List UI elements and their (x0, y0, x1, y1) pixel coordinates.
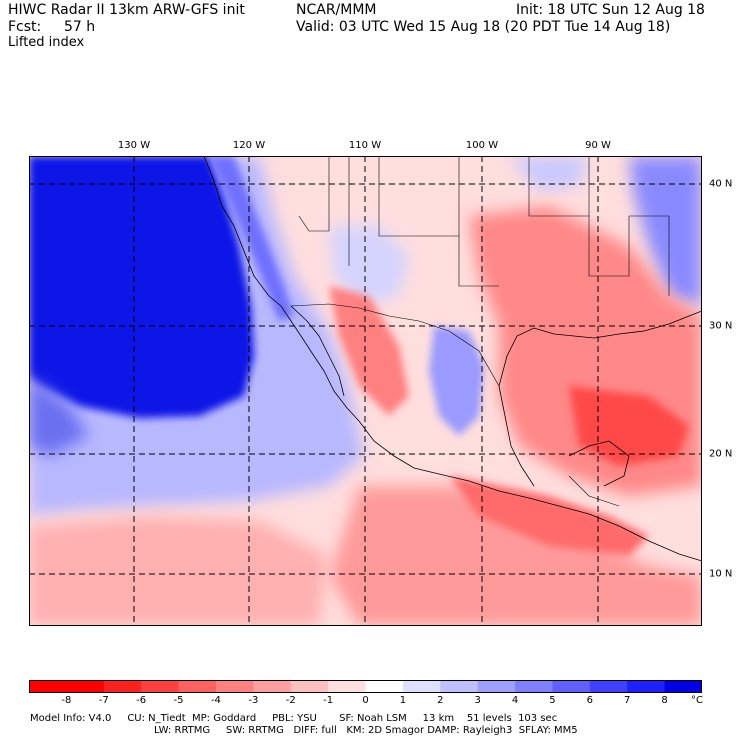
colorbar-tick-label: -4 (210, 695, 221, 706)
colorbar-cell (664, 680, 702, 693)
colorbar-cell (328, 680, 366, 693)
colorbar-tick-label: 7 (624, 695, 631, 706)
fcst-value: 57 h (64, 19, 96, 35)
lon-label-100w: 100 W (465, 140, 499, 151)
header-init: Init: 18 UTC Sun 12 Aug 18 (516, 2, 705, 18)
colorbar-tick-label: 6 (586, 695, 594, 706)
lon-label-90w: 90 W (585, 140, 611, 151)
lon-label-130w: 130 W (117, 140, 151, 151)
colorbar (29, 680, 702, 693)
colorbar-cell (29, 680, 67, 693)
lat-label-10n: 10 N (709, 568, 733, 580)
colorbar-tick-label: 0 (362, 695, 369, 706)
colorbar-tick-label: -7 (98, 695, 109, 706)
lat-label-40n: 40 N (709, 178, 733, 190)
coastlines (203, 156, 702, 562)
colorbar-tick-label: 1 (399, 695, 407, 706)
lat-label-20n: 20 N (709, 448, 733, 460)
colorbar-tick-label: 2 (437, 695, 444, 706)
footer-physics: LW: RRTMG SW: RRTMG DIFF: full KM: 2D Sm… (154, 725, 578, 736)
lat-label-30n: 30 N (709, 320, 733, 332)
colorbar-cell (589, 680, 628, 693)
colorbar-cell (141, 680, 180, 693)
fcst-label: Fcst: (8, 19, 42, 35)
lon-label-110w: 110 W (348, 140, 382, 151)
colorbar-tick-label: -3 (248, 695, 259, 706)
colorbar-cell (290, 680, 329, 693)
colorbar-cell (66, 680, 105, 693)
colorbar-tick-label: -5 (173, 695, 184, 706)
sierra-madre-warm (329, 286, 409, 416)
footer-model-info: Model Info: V4.0 CU: N_Tiedt MP: Goddard… (30, 713, 558, 724)
northeast-blue-region (629, 156, 702, 306)
colorbar-cell (215, 680, 254, 693)
colorbar-cell (365, 680, 404, 693)
colorbar-unit: °C (691, 695, 703, 706)
colorbar-tick-label: 4 (511, 695, 519, 706)
header-valid: Valid: 03 UTC Wed 15 Aug 18 (20 PDT Tue … (296, 19, 671, 35)
colorbar-tick-label: -8 (61, 695, 72, 706)
colorbar-cell (552, 680, 591, 693)
mexican-plateau-blue (429, 326, 484, 436)
header-title: HIWC Radar II 13km ARW-GFS init (8, 2, 245, 18)
coastal-blue-strip (209, 156, 294, 321)
colorbar-cell (402, 680, 441, 693)
borders (290, 156, 670, 507)
map-frame (29, 156, 702, 626)
field-name: Lifted index (8, 35, 85, 50)
colorbar-tick-label: 5 (549, 695, 556, 706)
header-org: NCAR/MMM (296, 2, 377, 18)
gulf-core-warm (569, 386, 689, 466)
lifted-index-map (29, 156, 702, 626)
colorbar-tick-label: -1 (323, 695, 334, 706)
colorbar-cell (103, 680, 142, 693)
colorbar-tick-label: 3 (474, 695, 481, 706)
colorbar-frame (29, 680, 702, 693)
colorbar-cell (253, 680, 292, 693)
southern-pacific-warm (29, 516, 329, 626)
colorbar-cell (515, 680, 553, 693)
graticule (29, 156, 702, 626)
colorbar-cell (178, 680, 217, 693)
colorbar-tick-label: 8 (661, 695, 668, 706)
colorbar-cell (477, 680, 516, 693)
colorbar-cell (440, 680, 479, 693)
colorbar-tick-label: -2 (285, 695, 296, 706)
pacific-itcz-warm (329, 486, 702, 626)
colorbar-tick-label: -6 (136, 695, 147, 706)
deep-blue-ocean (29, 156, 254, 418)
colorbar-cell (627, 680, 666, 693)
lon-label-120w: 120 W (232, 140, 266, 151)
